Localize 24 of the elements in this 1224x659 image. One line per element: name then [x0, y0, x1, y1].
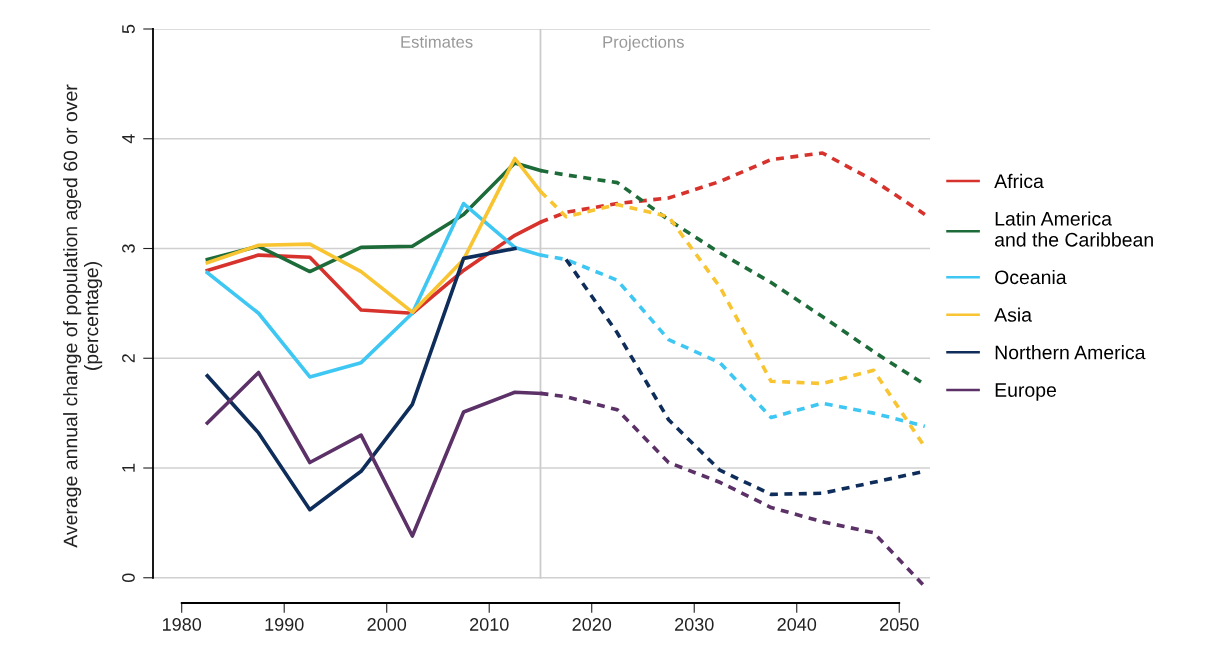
- line-series: [205, 246, 517, 512]
- annotation: Projections: [603, 35, 684, 52]
- y-tick-label: 4: [122, 134, 135, 144]
- y-tick-label: 0: [122, 573, 135, 583]
- legend-label: Oceania: [995, 269, 1067, 285]
- x-tick-label: 2010: [470, 618, 509, 631]
- x-tick-label: 1980: [163, 618, 202, 631]
- x-tick-label: 2050: [880, 618, 919, 631]
- legend-label: Africa: [994, 173, 1044, 189]
- annotation: Estimates: [401, 35, 473, 48]
- legend-label: Northern America: [995, 345, 1146, 360]
- y-axis-title: Average annual change of population aged 60 or over (percentage): [63, 84, 103, 548]
- legend-label: Asia: [994, 307, 1032, 322]
- legend-label: Europe: [995, 383, 1056, 401]
- y-tick-label: 1: [122, 463, 135, 472]
- y-tick-label: 5: [122, 24, 135, 34]
- y-tick-label: 2: [122, 354, 135, 363]
- legend-label: Latin America and the Caribbean: [994, 211, 1153, 247]
- x-tick-label: 2040: [777, 618, 817, 631]
- x-tick-label: 2030: [675, 618, 714, 631]
- y-tick-label: 3: [122, 244, 135, 253]
- x-tick-label: 1990: [265, 618, 304, 631]
- x-tick-label: 2000: [367, 618, 407, 631]
- x-tick-label: 2020: [572, 618, 612, 631]
